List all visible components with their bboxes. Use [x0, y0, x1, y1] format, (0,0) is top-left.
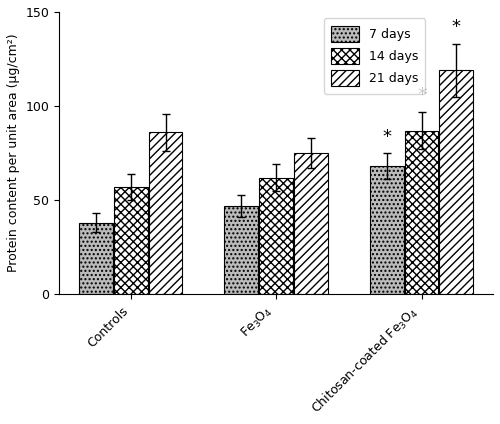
Bar — [294, 153, 328, 294]
Bar — [79, 223, 112, 294]
Y-axis label: Protein content per unit area (µg/cm²): Protein content per unit area (µg/cm²) — [7, 34, 20, 272]
Legend: 7 days, 14 days, 21 days: 7 days, 14 days, 21 days — [324, 18, 426, 94]
Bar — [148, 132, 182, 294]
Text: *: * — [382, 128, 391, 145]
Text: *: * — [452, 18, 461, 36]
Bar — [224, 206, 258, 294]
Bar — [440, 70, 474, 294]
Bar — [404, 131, 438, 294]
Text: *: * — [417, 86, 426, 104]
Bar — [114, 187, 148, 294]
Bar — [259, 178, 293, 294]
Bar — [370, 166, 404, 294]
